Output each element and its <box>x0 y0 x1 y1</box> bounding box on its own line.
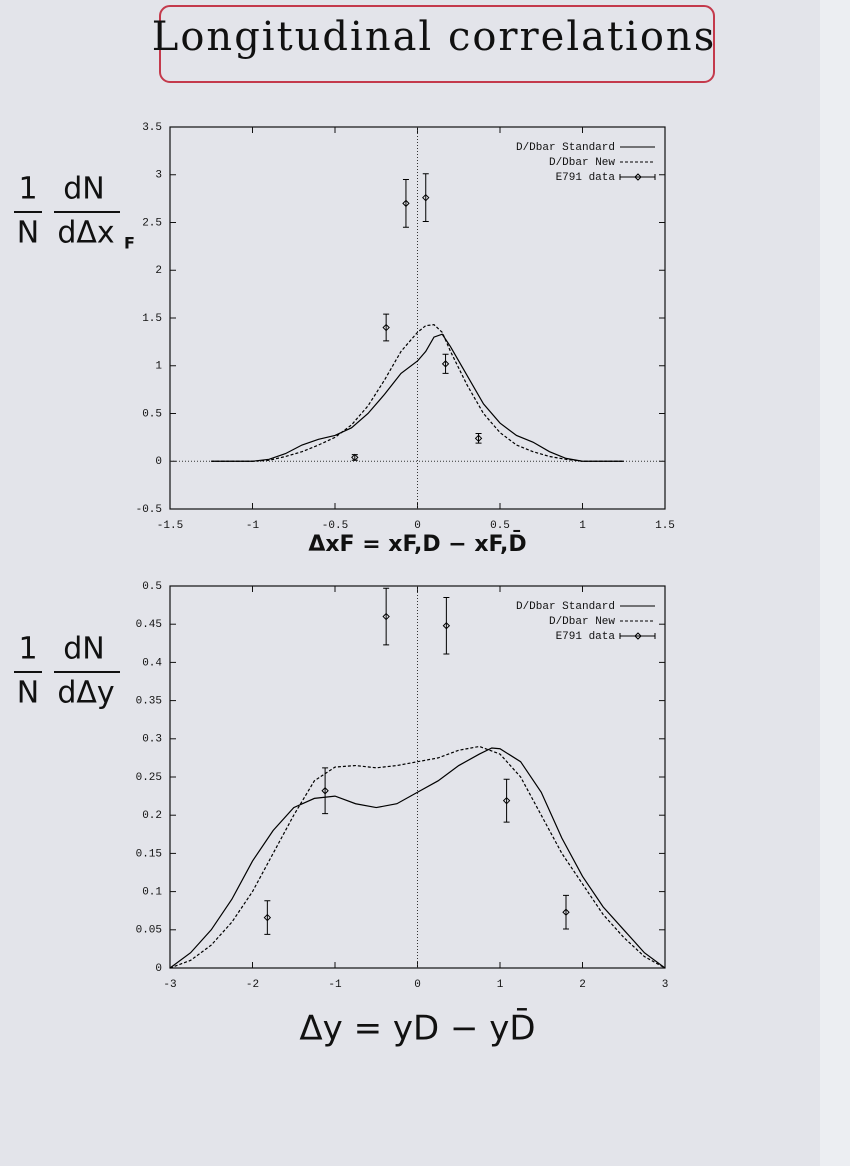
x-tick-label: -1 <box>328 979 342 991</box>
ylabel-denominator: N <box>17 216 39 251</box>
data-point <box>442 622 451 630</box>
x-tick-label: -2 <box>246 979 259 991</box>
error-bar <box>383 587 390 646</box>
x-tick-label: -0.5 <box>322 520 348 532</box>
error-bar <box>402 179 409 228</box>
y-tick-label: 3.5 <box>142 122 162 134</box>
y-tick-label: 3 <box>155 170 162 182</box>
legend-sample <box>619 173 656 181</box>
data-point <box>562 908 570 916</box>
series-line <box>211 333 624 462</box>
ylabel-numerator: 1 <box>18 172 37 207</box>
ylabel-subscript: F <box>124 234 135 253</box>
y-tick-label: 0.3 <box>142 734 162 746</box>
x-tick-label: 1.5 <box>655 520 675 532</box>
data-point <box>382 323 390 332</box>
data-point <box>441 360 450 368</box>
y-tick-label: 0.35 <box>136 696 162 708</box>
y-tick-label: 0.5 <box>142 581 162 593</box>
ylabel-denominator: N <box>17 676 39 711</box>
y-tick-label: 0.1 <box>142 887 162 899</box>
x-tick-label: 1 <box>497 979 504 991</box>
error-bar <box>351 454 358 461</box>
ylabel-numerator: dN <box>63 172 104 207</box>
legend-label: D/Dbar Standard <box>516 142 615 154</box>
y-tick-label: 0.5 <box>142 408 162 420</box>
y-tick-label: 1.5 <box>142 313 162 325</box>
ylabel-numerator: dN <box>63 632 104 667</box>
data-point <box>263 913 272 922</box>
y-tick-label: 0.4 <box>142 657 162 669</box>
x-tick-label: 0 <box>414 520 421 532</box>
error-bar <box>264 900 271 935</box>
legend-label: E791 data <box>556 631 616 643</box>
series-line <box>169 747 666 969</box>
error-bar <box>442 353 449 374</box>
legend-sample <box>619 632 656 640</box>
y-tick-label: 1 <box>155 361 162 373</box>
error-bar <box>503 778 510 823</box>
data-point <box>351 453 359 462</box>
series-line <box>211 324 624 462</box>
scan-edge <box>820 0 850 1166</box>
y-tick-label: 0.15 <box>136 848 162 860</box>
y-tick-label: 0.25 <box>136 772 162 784</box>
x-axis-label: ΔxF = xF,D − xF,D̄ <box>308 531 526 557</box>
y-tick-label: 2.5 <box>142 217 162 229</box>
legend-label: D/Dbar New <box>549 616 615 628</box>
x-tick-label: -1 <box>246 520 260 532</box>
y-tick-label: 0 <box>155 456 162 468</box>
data-point <box>422 193 430 202</box>
ylabel-denominator: dΔx <box>57 216 114 251</box>
data-point <box>502 796 511 805</box>
error-bar <box>563 894 569 930</box>
x-tick-label: -1.5 <box>157 520 183 532</box>
series-line <box>169 745 666 969</box>
data-point <box>402 199 410 208</box>
ylabel-denominator: dΔy <box>57 676 114 711</box>
y-tick-label: 0.2 <box>142 810 162 822</box>
error-bar <box>383 313 390 342</box>
x-tick-label: 0 <box>414 979 421 991</box>
x-tick-label: 3 <box>662 979 669 991</box>
error-bar <box>443 596 450 655</box>
x-axis-label: Δy = yD − yD̄ <box>299 1007 535 1048</box>
x-tick-label: 1 <box>579 520 586 532</box>
x-tick-label: 2 <box>579 979 586 991</box>
y-tick-label: 2 <box>155 265 162 277</box>
data-point <box>321 787 329 795</box>
y-tick-label: -0.5 <box>136 504 162 516</box>
data-point <box>382 612 390 621</box>
x-tick-label: 0.5 <box>490 520 510 532</box>
ylabel-numerator: 1 <box>18 632 37 667</box>
legend-label: D/Dbar Standard <box>516 601 615 613</box>
y-tick-label: 0.45 <box>136 619 162 631</box>
y-tick-label: 0.05 <box>136 925 162 937</box>
data-point <box>474 434 483 443</box>
y-tick-label: 0 <box>155 963 162 975</box>
title-box <box>159 5 715 83</box>
page-title: Longitudinal correlations <box>152 14 716 60</box>
legend-label: E791 data <box>556 172 616 184</box>
error-bar <box>422 173 429 223</box>
error-bar <box>322 767 329 815</box>
legend-label: D/Dbar New <box>549 157 615 169</box>
x-tick-label: -3 <box>163 979 176 991</box>
